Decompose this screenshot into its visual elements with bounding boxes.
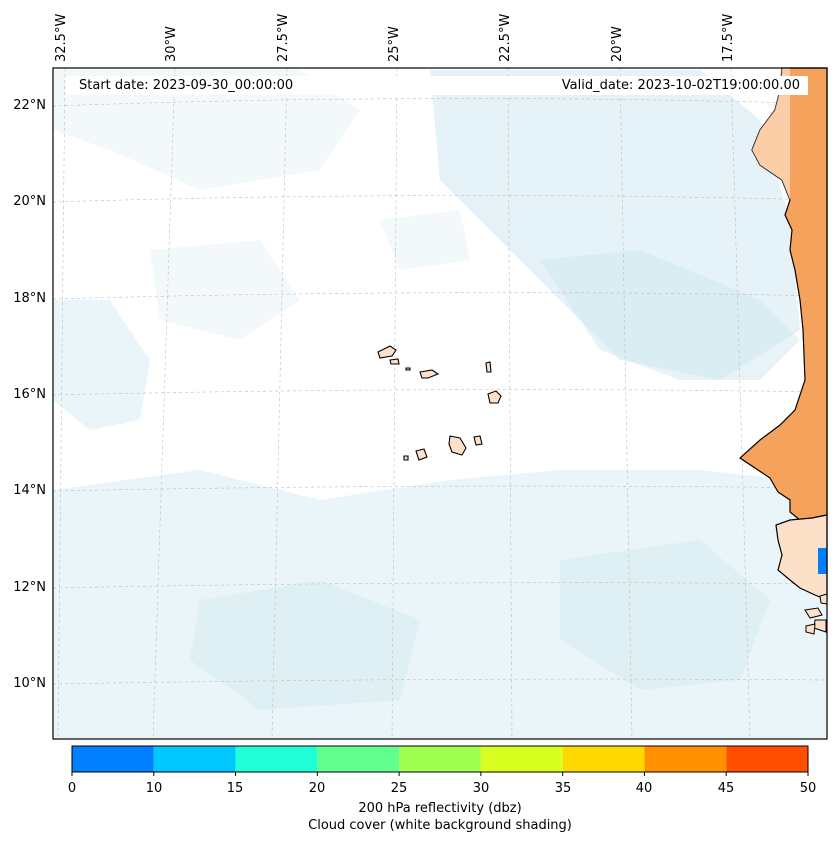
radar-echo bbox=[818, 548, 827, 574]
colorbar-border bbox=[71, 745, 809, 773]
lat-label-10n: 10°N bbox=[13, 676, 46, 691]
colorbar-segment bbox=[317, 746, 400, 772]
colorbar-segment bbox=[235, 746, 318, 772]
colorbar-tick-35: 35 bbox=[554, 781, 572, 796]
lat-label-18n: 18°N bbox=[13, 291, 46, 306]
colorbar-tick-20: 20 bbox=[308, 781, 326, 796]
lon-label-17-5w: 17.5°W bbox=[721, 13, 736, 62]
lat-label-20n: 20°N bbox=[13, 194, 46, 209]
colorbar-tick-15: 15 bbox=[226, 781, 244, 796]
lon-label-30w: 30°W bbox=[164, 26, 179, 62]
colorbar-tick-25: 25 bbox=[390, 781, 408, 796]
bissau-islands bbox=[804, 593, 828, 635]
colorbar-tick-40: 40 bbox=[635, 781, 653, 796]
lon-label-25w: 25°W bbox=[387, 26, 402, 62]
lon-label-22-5w: 22.5°W bbox=[498, 13, 513, 62]
colorbar-tick-45: 45 bbox=[717, 781, 735, 796]
colorbar-tick-30: 30 bbox=[472, 781, 490, 796]
colorbar-tick-10: 10 bbox=[145, 781, 163, 796]
header-banner bbox=[66, 76, 808, 95]
colorbar-subtitle: Cloud cover (white background shading) bbox=[308, 818, 572, 833]
colorbar-tick-0: 0 bbox=[67, 781, 77, 796]
colorbar-segment bbox=[153, 746, 236, 772]
colorbar-segment bbox=[399, 746, 481, 772]
cape-verde-islands bbox=[377, 345, 502, 461]
lat-label-12n: 12°N bbox=[13, 580, 46, 595]
colorbar-segment bbox=[72, 746, 154, 772]
lat-label-22n: 22°N bbox=[13, 98, 46, 113]
lon-label-20w: 20°W bbox=[610, 26, 625, 62]
graticule bbox=[52, 67, 828, 740]
lat-label-16n: 16°N bbox=[13, 387, 46, 402]
valid-date-label: Valid_date: 2023-10-02T19:00:00.00 bbox=[561, 78, 800, 93]
colorbar bbox=[71, 745, 809, 776]
start-date-label: Start date: 2023-09-30_00:00:00 bbox=[79, 78, 294, 93]
africa-landmass-light bbox=[752, 68, 790, 200]
africa-landmass bbox=[739, 67, 828, 521]
colorbar-title: 200 hPa reflectivity (dbz) bbox=[358, 801, 522, 816]
colorbar-tick-50: 50 bbox=[799, 781, 817, 796]
colorbar-segment bbox=[644, 746, 727, 772]
colorbar-segment bbox=[480, 746, 563, 772]
lat-label-14n: 14°N bbox=[13, 483, 46, 498]
map-frame bbox=[52, 67, 828, 740]
lon-label-32-5w: 32.5°W bbox=[54, 13, 69, 62]
cloud-cover-shading bbox=[53, 70, 827, 739]
africa-landmass-south bbox=[775, 514, 828, 601]
colorbar-segment bbox=[562, 746, 645, 772]
colorbar-segment bbox=[726, 746, 808, 772]
lon-label-27-5w: 27.5°W bbox=[276, 13, 291, 62]
